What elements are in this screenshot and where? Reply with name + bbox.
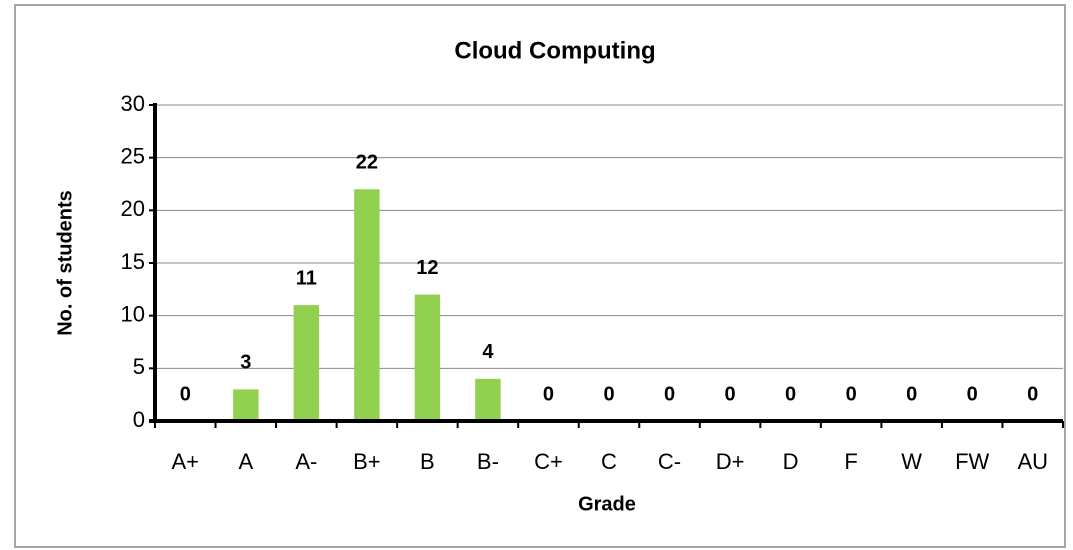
x-tick-label: A- [295,449,317,474]
x-tick-label: A+ [172,449,200,474]
x-tick-label: C+ [534,449,563,474]
data-label: 11 [296,267,317,289]
bar [233,389,259,421]
x-tick-label: C [601,449,617,474]
x-tick-label: A [238,449,253,474]
data-label: 0 [180,383,191,405]
y-tick-label: 5 [133,354,145,379]
x-axis-label: Grade [578,493,636,515]
x-tick-label: W [901,449,922,474]
data-label: 0 [967,383,978,405]
x-tick-label: FW [955,449,989,474]
data-label: 0 [543,383,554,405]
x-tick-label: AU [1017,449,1048,474]
data-label: 4 [482,341,494,363]
data-label: 0 [603,383,614,405]
data-label: 0 [846,383,857,405]
y-tick-label: 10 [121,301,145,326]
y-tick-label: 15 [121,249,145,274]
y-axis-label: No. of students [54,190,76,336]
data-label: 12 [416,257,438,279]
y-tick-label: 20 [121,196,145,221]
x-tick-label: B- [477,449,499,474]
x-tick-label: B [420,449,435,474]
chart-border [14,4,1066,548]
data-label: 22 [356,152,378,174]
data-label: 0 [1027,383,1038,405]
x-tick-label: B+ [353,449,381,474]
y-tick-label: 25 [121,143,145,168]
bar [414,294,441,421]
bar [293,305,320,421]
data-label: 0 [906,383,917,405]
bar [354,189,380,421]
x-tick-label: D+ [716,449,745,474]
bar [475,378,501,421]
data-label: 0 [664,383,675,405]
data-label: 0 [785,383,796,405]
y-tick-label: 30 [121,91,145,116]
y-tick-label: 0 [133,407,145,432]
x-tick-label: C- [658,449,681,474]
data-label: 3 [240,352,251,374]
x-tick-label: F [844,449,857,474]
chart-title: Cloud Computing [454,37,655,64]
data-label: 0 [725,383,736,405]
x-tick-label: D [783,449,799,474]
